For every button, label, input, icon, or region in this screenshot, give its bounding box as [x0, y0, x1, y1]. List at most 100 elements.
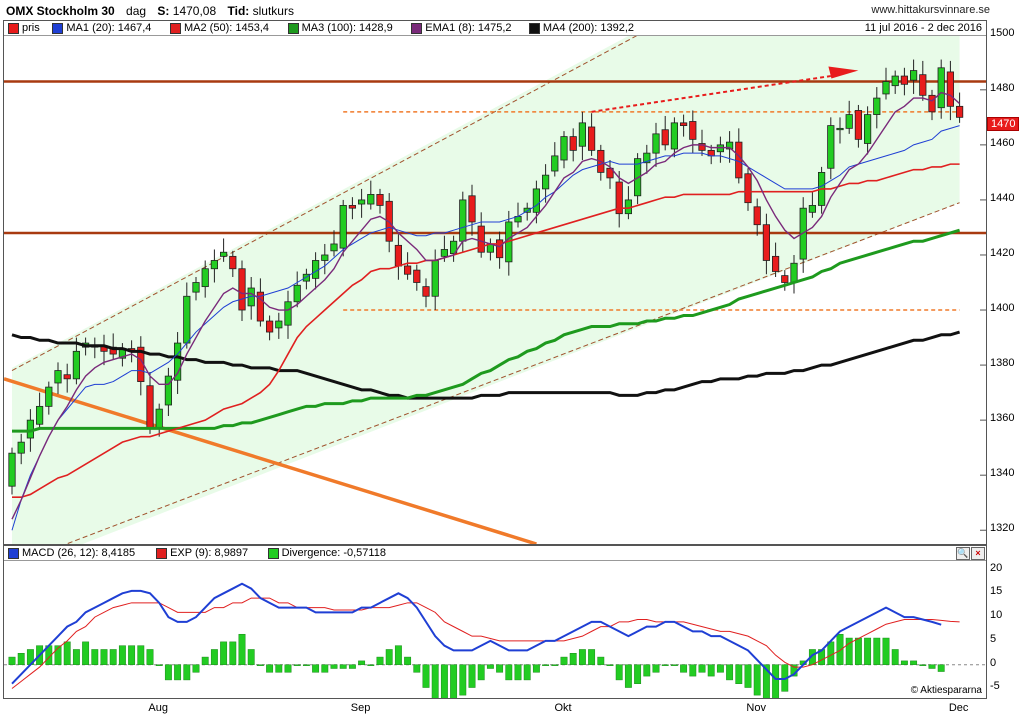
- candle-body: [173, 342, 182, 381]
- macd-tick-label: 5: [990, 632, 997, 645]
- y-tick-label: 1440: [990, 191, 1015, 204]
- candle-body: [495, 239, 504, 259]
- divergence-bar: [293, 664, 301, 666]
- candle-body: [588, 126, 596, 151]
- candle-body: [615, 181, 623, 215]
- candle-body: [532, 188, 541, 213]
- price-legend-item: EMA1 (8): 1475,2: [411, 22, 512, 34]
- candle-body: [275, 320, 283, 329]
- divergence-bar: [937, 664, 945, 672]
- x-tick-label: Dec: [948, 702, 969, 714]
- ma200-line: [11, 330, 961, 400]
- close-icon[interactable]: ×: [971, 547, 985, 560]
- price-chart-svg: [4, 21, 986, 544]
- divergence-bar: [146, 649, 154, 665]
- divergence-bar: [900, 660, 908, 665]
- price-legend-item: MA2 (50): 1453,4: [170, 22, 269, 34]
- candle-body: [790, 262, 798, 283]
- candle-body: [910, 70, 918, 81]
- candle-body: [403, 265, 412, 275]
- site-url[interactable]: www.hittakursvinnare.se: [871, 4, 990, 16]
- divergence-bar: [891, 649, 899, 665]
- channel-upper-line: [11, 21, 666, 372]
- divergence-bar: [468, 664, 476, 688]
- divergence-bar: [597, 656, 605, 665]
- price-value: 1470,08: [172, 4, 217, 18]
- divergence-bar: [477, 664, 485, 681]
- divergence-bar: [17, 653, 25, 665]
- divergence-bar: [569, 653, 577, 665]
- price-legend-item: MA1 (20): 1467,4: [52, 22, 151, 34]
- divergence-bar: [836, 633, 844, 665]
- candle-body: [330, 243, 338, 252]
- divergence-bar: [542, 664, 550, 666]
- divergence-bar: [762, 664, 770, 698]
- candle-body: [164, 375, 172, 406]
- candle-body: [670, 122, 679, 150]
- divergence-bar: [82, 641, 90, 665]
- macd-tick-label: 10: [990, 609, 1003, 622]
- candle-body: [551, 155, 559, 172]
- divergence-bar: [680, 664, 688, 673]
- divergence-bar: [496, 664, 504, 673]
- divergence-bar: [413, 664, 421, 673]
- ma100-line: [12, 228, 961, 433]
- divergence-bar: [606, 664, 614, 666]
- current-price-tag: 1470: [987, 117, 1020, 131]
- candle-body: [265, 320, 274, 333]
- divergence-bar: [100, 649, 108, 665]
- divergence-bar: [624, 664, 632, 688]
- divergence-bar: [882, 637, 890, 665]
- price-legend-item: MA3 (100): 1428,9: [287, 22, 393, 34]
- legend-label: Divergence: -0,57118: [281, 547, 386, 559]
- candle-body: [394, 244, 403, 267]
- divergence-bar: [201, 656, 209, 665]
- candle-body: [155, 408, 163, 429]
- candle-body: [772, 255, 780, 272]
- candle-body: [652, 133, 660, 154]
- macd-tick-label: 15: [990, 585, 1003, 598]
- candle-body: [348, 205, 357, 209]
- candle-body: [735, 141, 743, 179]
- candle-body: [689, 121, 697, 140]
- divergence-bar: [91, 649, 99, 665]
- candle-body: [523, 207, 531, 213]
- time-label: Tid:: [227, 4, 250, 18]
- divergence-bar: [440, 664, 448, 698]
- candle-body: [422, 286, 430, 297]
- candle-body: [302, 273, 311, 282]
- zoom-icon[interactable]: 🔍: [956, 547, 970, 560]
- divergence-bar: [634, 664, 642, 684]
- candle-body: [210, 260, 218, 270]
- divergence-bar: [698, 664, 706, 673]
- divergence-bar: [486, 664, 494, 669]
- price-chart-panel: 11 jul 2016 - 2 dec 2016 pris MA1 (20): 1…: [3, 20, 987, 545]
- macd-line: [11, 582, 942, 685]
- candle-body: [542, 174, 550, 190]
- candle-body: [891, 75, 899, 87]
- macd-tick-label: 0: [990, 656, 997, 669]
- candle-body: [229, 255, 237, 270]
- chart-header: OMX Stockholm 30 dag S: 1470,08 Tid: slu…: [6, 4, 294, 18]
- divergence-bar: [615, 664, 623, 681]
- candle-body: [578, 122, 587, 147]
- candle-body: [606, 167, 614, 179]
- y-tick-label: 1500: [990, 26, 1015, 39]
- divergence-bar: [523, 664, 531, 681]
- legend-label: EXP (9): 8,9897: [170, 547, 249, 559]
- y-tick-label: 1360: [990, 412, 1015, 425]
- candle-body: [17, 441, 25, 454]
- divergence-bar: [367, 664, 375, 666]
- candle-body: [146, 385, 154, 429]
- divergence-bar: [302, 664, 310, 666]
- candle-body: [661, 129, 669, 146]
- candle-body: [873, 97, 881, 115]
- divergence-bar: [431, 664, 439, 698]
- divergence-bar: [220, 641, 228, 665]
- arrow-line: [591, 75, 831, 113]
- divergence-bar: [63, 641, 71, 665]
- divergence-bar: [450, 664, 458, 698]
- divergence-bar: [422, 664, 430, 688]
- x-tick-label: Sep: [350, 702, 371, 714]
- falling-trend-line: [4, 377, 537, 544]
